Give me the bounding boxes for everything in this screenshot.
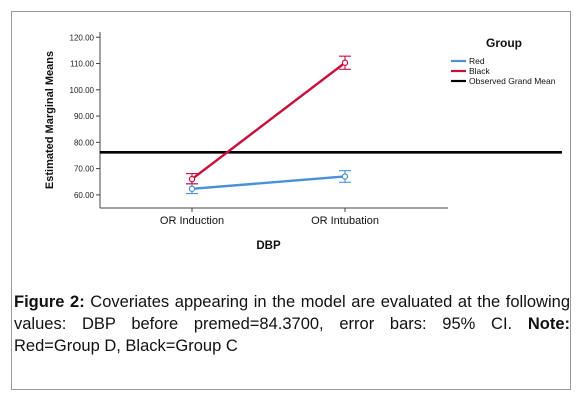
- data-point: [341, 59, 349, 66]
- y-tick-label: 80.00: [74, 138, 95, 147]
- legend-title: Group: [486, 36, 522, 50]
- series-red: [186, 170, 351, 195]
- y-tick-group: 60.00 70.00 80.00 90.00 100.00 110.00 120.00: [70, 33, 100, 200]
- x-tick-label: OR Induction: [160, 215, 224, 227]
- data-point: [188, 175, 196, 183]
- y-tick-label: 60.00: [74, 191, 95, 200]
- y-axis-title: Estimated Marginal Means: [44, 51, 56, 189]
- series-line: [191, 175, 346, 191]
- y-tick-label: 110.00: [70, 60, 94, 69]
- series-line: [191, 61, 346, 181]
- data-point: [341, 173, 349, 180]
- line-chart: 60.00 70.00 80.00 90.00 100.00 110.00 120.00 O…: [44, 32, 562, 252]
- series-group: [186, 55, 351, 195]
- x-axis-title: DBP: [256, 240, 281, 252]
- note-text: Red=Group D, Black=Group C: [14, 337, 238, 355]
- note-label: Note:: [527, 315, 570, 333]
- y-tick-label: 90.00: [74, 112, 95, 121]
- figure-caption: Figure 2: Coveriates appearing in the mo…: [14, 291, 570, 357]
- series-black: [186, 55, 351, 185]
- caption-text: Coveriates appearing in the model are ev…: [14, 293, 570, 333]
- data-point: [188, 185, 196, 193]
- figure-label: Figure 2:: [14, 293, 85, 311]
- y-tick-label: 70.00: [74, 165, 95, 174]
- x-tick-label: OR Intubation: [311, 215, 379, 227]
- x-tick-group: OR Induction OR Intubation: [160, 208, 379, 227]
- legend-label: Red: [469, 56, 485, 66]
- figure-frame: [11, 11, 571, 390]
- legend-label: Black: [469, 66, 491, 76]
- y-tick-label: 100.00: [70, 86, 95, 95]
- y-tick-label: 120.00: [70, 33, 95, 42]
- legend-label: Observed Grand Mean: [469, 76, 556, 86]
